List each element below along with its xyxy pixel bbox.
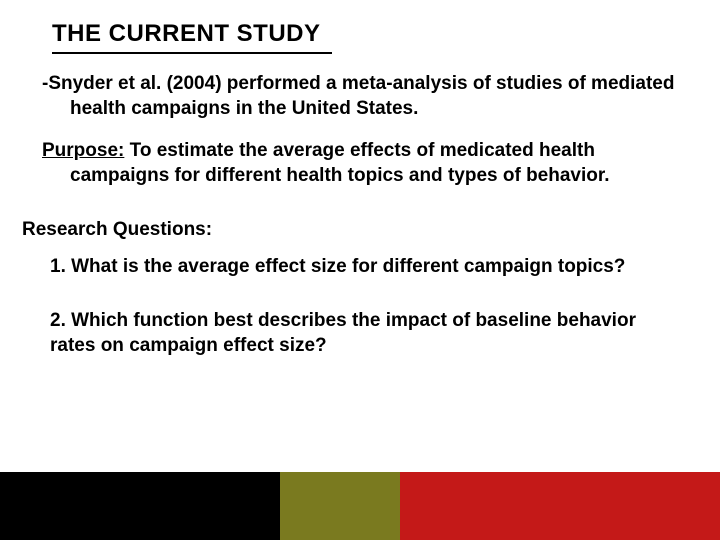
purpose-text: To estimate the average effects of medic… — [70, 140, 610, 186]
slide: THE CURRENT STUDY -Snyder et al. (2004) … — [0, 0, 720, 540]
research-question-1: 1. What is the average effect size for d… — [50, 255, 680, 280]
research-questions-heading: Research Questions: — [22, 219, 720, 241]
slide-title: THE CURRENT STUDY — [52, 20, 720, 48]
title-underline — [52, 52, 332, 54]
study-description: -Snyder et al. (2004) performed a meta-a… — [20, 72, 690, 121]
purpose-label: Purpose: — [42, 140, 124, 161]
footer-band-olive — [280, 472, 400, 540]
footer-band-red — [400, 472, 720, 540]
footer-band-dark — [0, 472, 280, 540]
purpose-paragraph: Purpose: To estimate the average effects… — [20, 139, 690, 188]
footer-color-band — [0, 472, 720, 540]
research-question-2: 2. Which function best describes the imp… — [50, 309, 680, 358]
